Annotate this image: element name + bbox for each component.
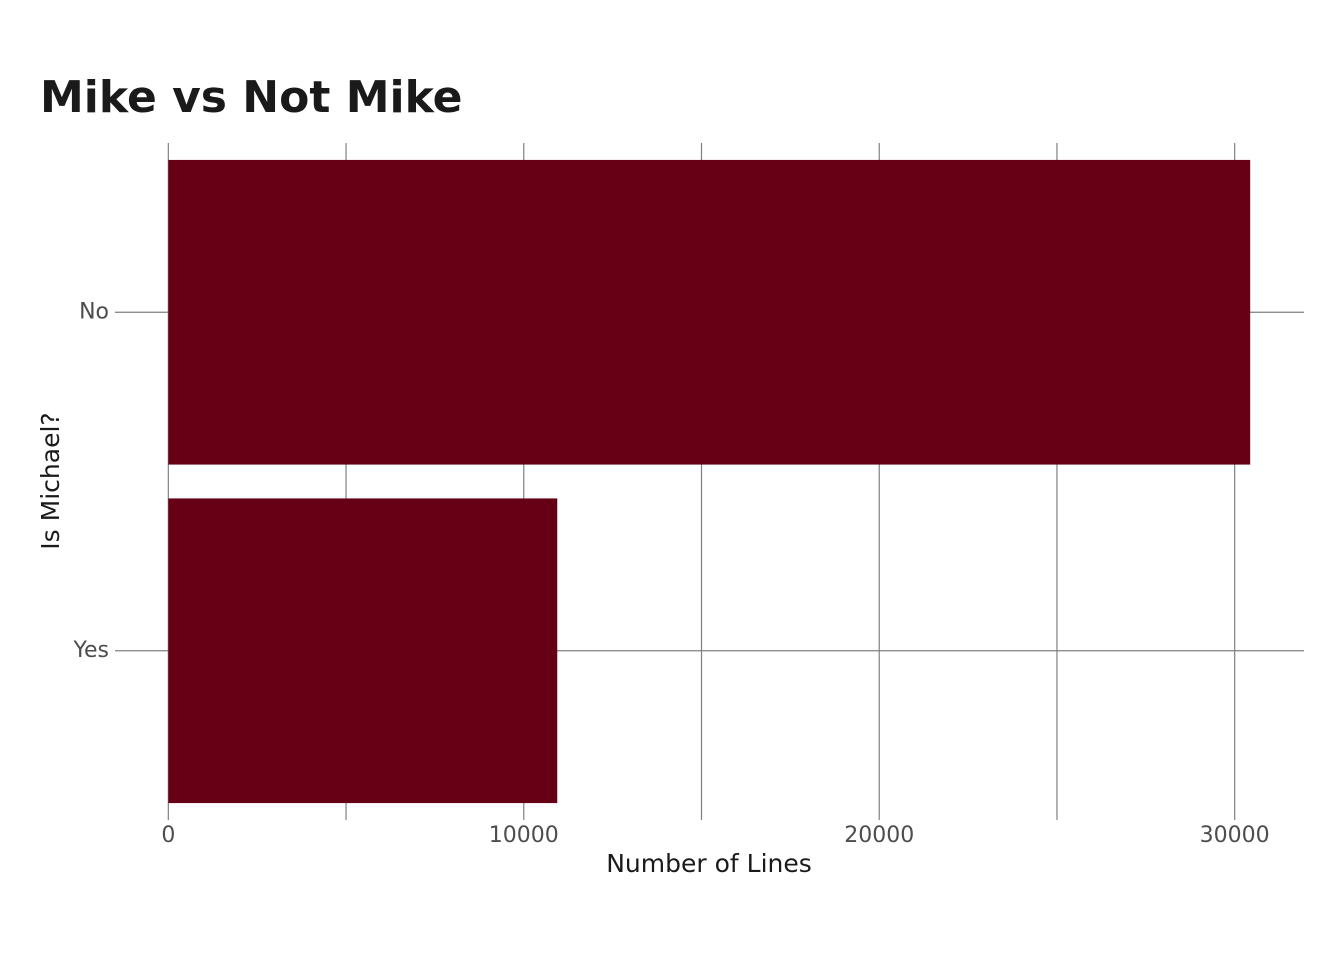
bar bbox=[168, 498, 558, 804]
x-tick-label: 0 bbox=[161, 823, 175, 848]
chart-title: Mike vs Not Mike bbox=[40, 72, 463, 123]
x-tick-label: 10000 bbox=[489, 823, 559, 848]
x-tick-label: 20000 bbox=[844, 823, 914, 848]
x-axis-label: Number of Lines bbox=[606, 849, 812, 878]
x-tick-label: 30000 bbox=[1200, 823, 1270, 848]
y-tick-label: Yes bbox=[72, 638, 109, 663]
y-axis-label: Is Michael? bbox=[36, 412, 65, 549]
bar bbox=[168, 159, 1251, 465]
y-tick-label: No bbox=[79, 299, 109, 324]
